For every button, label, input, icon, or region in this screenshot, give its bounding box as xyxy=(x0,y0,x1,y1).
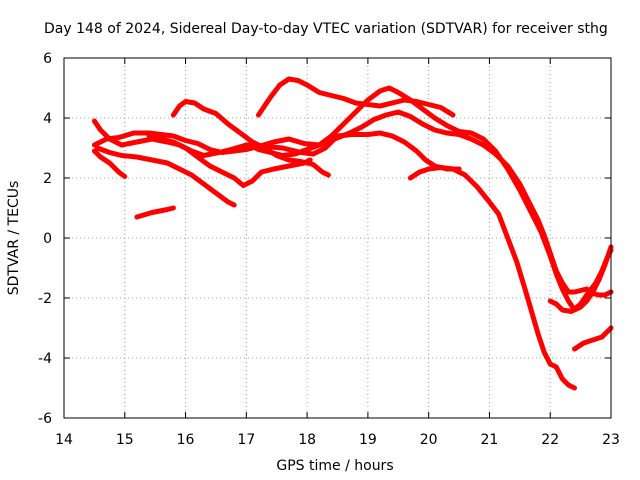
x-axis-label: GPS time / hours xyxy=(276,458,393,474)
series-sat-g xyxy=(146,133,313,188)
y-tick-label: 6 xyxy=(43,51,52,67)
series-sat-a xyxy=(91,118,462,172)
series-sat-l xyxy=(547,247,614,314)
series-layer xyxy=(91,76,614,391)
y-tick-label: -6 xyxy=(38,411,52,427)
x-tick-label: 14 xyxy=(55,432,73,448)
grid-layer xyxy=(64,58,611,418)
series-sat-e xyxy=(134,205,176,220)
series-sat-d xyxy=(91,148,128,179)
plot-frame xyxy=(63,57,612,419)
x-tick-label: 21 xyxy=(481,432,499,448)
x-tick-label: 17 xyxy=(237,432,255,448)
series-sat-b xyxy=(91,109,614,298)
series-sat-h xyxy=(256,76,456,118)
x-tick-label: 15 xyxy=(116,432,134,448)
x-tick-label: 18 xyxy=(298,432,316,448)
x-tick-label: 16 xyxy=(177,432,195,448)
x-tick-label: 22 xyxy=(541,432,559,448)
y-tick-label: 0 xyxy=(43,231,52,247)
series-sat-i xyxy=(246,85,614,313)
chart-title: Day 148 of 2024, Sidereal Day-to-day VTE… xyxy=(44,21,608,37)
series-sat-k xyxy=(572,325,614,352)
series-sat-c xyxy=(94,145,237,208)
tick-layer: 14 15 16 17 18 19 20 21 22 23 -6 -4 -2 0 2 4 6 xyxy=(38,51,620,448)
x-tick-label: 19 xyxy=(359,432,377,448)
x-tick-label: 23 xyxy=(602,432,620,448)
y-tick-label: -4 xyxy=(38,351,52,367)
y-tick-label: 2 xyxy=(43,171,52,187)
y-axis-label: SDTVAR / TECUs xyxy=(6,181,22,296)
series-sat-j xyxy=(407,165,577,391)
y-tick-label: -2 xyxy=(38,291,52,307)
x-tick-label: 20 xyxy=(420,432,438,448)
y-tick-label: 4 xyxy=(43,111,52,127)
